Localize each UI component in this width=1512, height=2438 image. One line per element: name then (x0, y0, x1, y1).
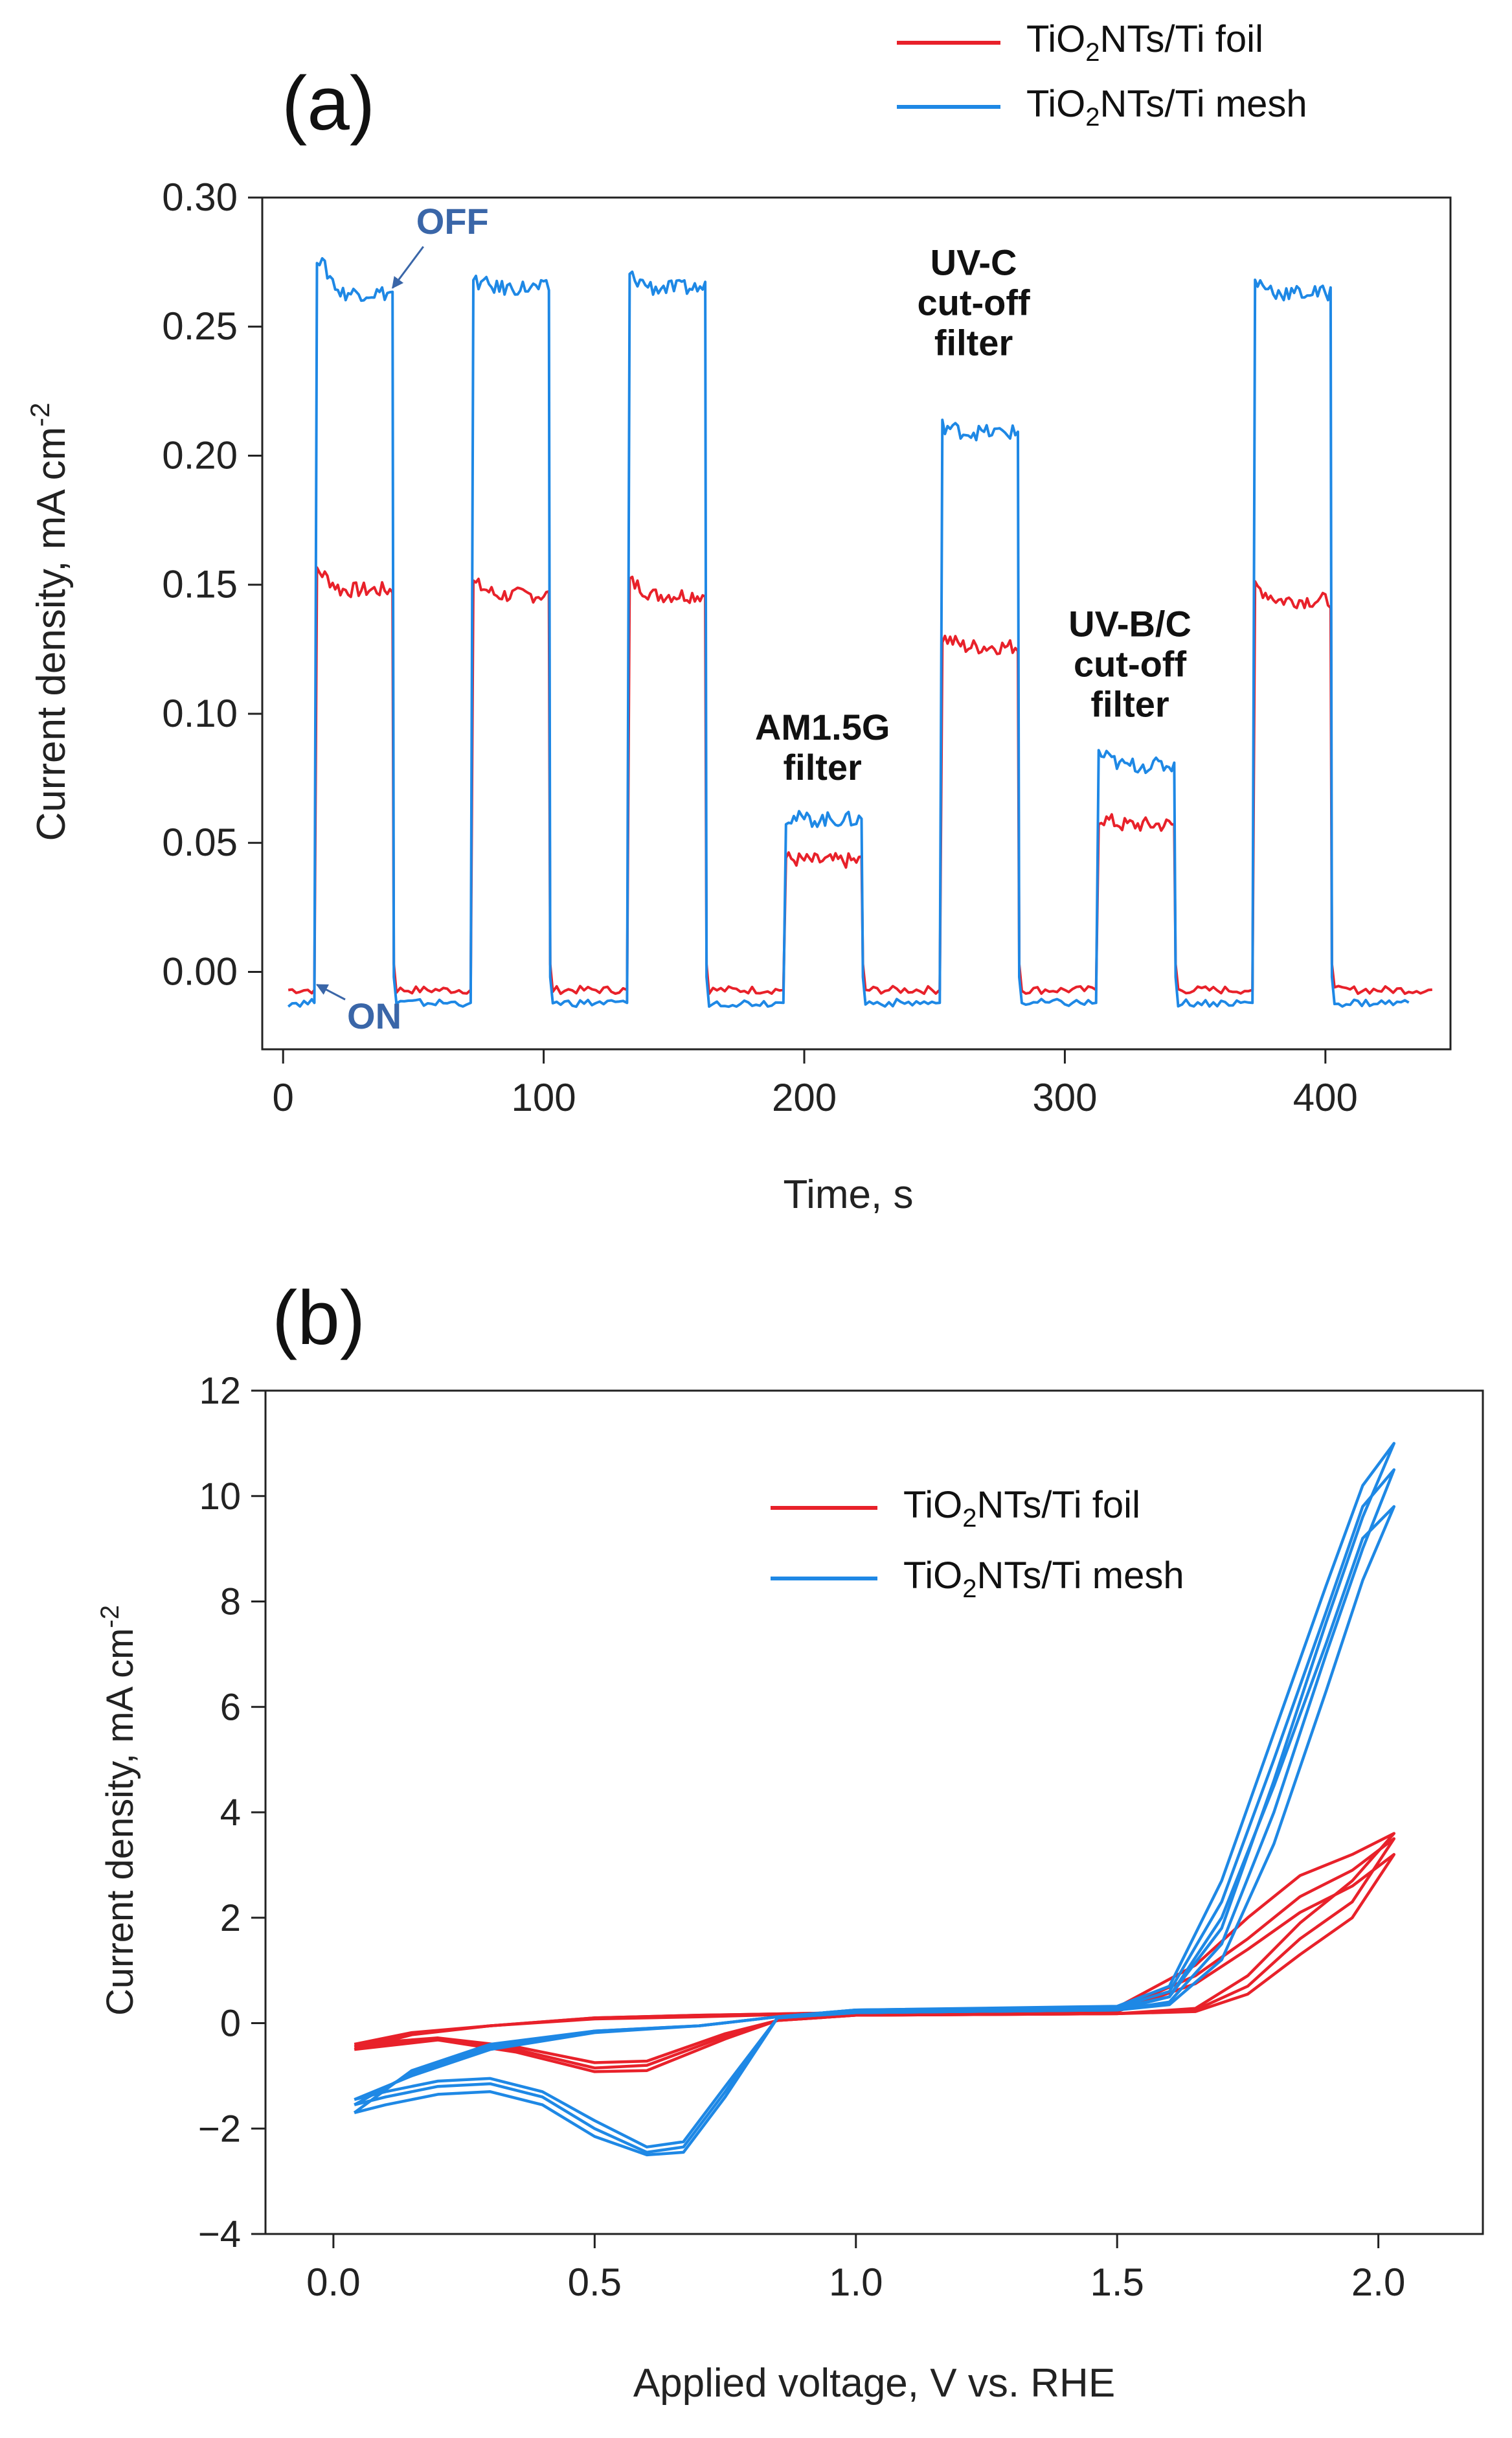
panel-b-x-tick-label: 0.0 (306, 2261, 360, 2304)
legend-b-label-foil: TiO2NTs/Ti foil (903, 1484, 1140, 1532)
panel-a-axes: 0 100 200 300 400 0.00 0.05 0.10 0.15 0.20 0.25 0.3… (162, 176, 1358, 1119)
legend-a-label-mesh: TiO2NTs/Ti mesh (1026, 83, 1307, 131)
annotation-uvc-text: filter (934, 323, 1013, 363)
panel-b-y-tick-label: −4 (198, 2213, 241, 2255)
legend-a-label-foil: TiO2NTs/Ti foil (1026, 18, 1263, 67)
annotation-off-text: OFF (416, 201, 489, 242)
panel-b-x-tick-label: 1.5 (1090, 2261, 1144, 2304)
panel-a-x-tick-label: 0 (273, 1076, 294, 1119)
panel-a-y-tick-label: 0.05 (162, 821, 238, 864)
annotation-am15g-text: filter (784, 747, 862, 788)
panel-b-y-tick-label: 8 (220, 1581, 241, 1623)
annotation-am15g-text: AM1.5G (755, 707, 890, 747)
annotation-uvc-text: UV-C (931, 242, 1017, 283)
annotation-off-arrow (392, 245, 424, 289)
panel-a-x-tick-label: 200 (772, 1076, 837, 1119)
annotation-uvbc-text: cut-off (1074, 643, 1187, 684)
annotation-on-arrow (315, 984, 346, 1001)
panel-b-y-tick-label: 4 (220, 1792, 241, 1834)
panel-a-series-line-foil (288, 566, 1432, 996)
panel-a-plot-frame (261, 196, 1452, 1051)
panel-b-series (353, 1442, 1396, 2157)
panel-a-label: (a) (282, 61, 375, 146)
panel-a-y-tick-label: 0.15 (162, 563, 238, 606)
panel-b-x-tick-label: 2.0 (1351, 2261, 1405, 2304)
panel-b-y-tick-label: 0 (220, 2003, 241, 2045)
panel-b-axes: 0.0 0.5 1.0 1.5 2.0 −4 −2 0 2 4 6 8 10 12 (198, 1370, 1405, 2304)
legend-b-label-mesh: TiO2NTs/Ti mesh (903, 1555, 1184, 1603)
panel-a-series (287, 256, 1432, 1008)
panel-a-x-tick-label: 400 (1293, 1076, 1358, 1119)
panel-b-y-tick-label: 12 (199, 1370, 241, 1412)
panel-b-cycle-mesh-3 (353, 1442, 1396, 2157)
panel-b-label: (b) (272, 1275, 365, 1361)
panel-b-legend: TiO2NTs/Ti foil TiO2NTs/Ti mesh (771, 1484, 1184, 1603)
panel-b-x-tick-label: 1.0 (829, 2261, 883, 2304)
panel-a-y-tick-label: 0.00 (162, 950, 238, 993)
panel-a-x-axis-label: Time, s (784, 1172, 914, 1217)
panel-a-legend: TiO2NTs/Ti foil TiO2NTs/Ti mesh (897, 18, 1307, 131)
panel-a-y-tick-label: 0.30 (162, 176, 238, 219)
panel-a-y-tick-label: 0.10 (162, 692, 238, 735)
panel-b-y-tick-label: 2 (220, 1897, 241, 1939)
panel-b-x-tick-label: 0.5 (568, 2261, 622, 2304)
panel-b-y-axis-label: Current density, mA cm-2 (96, 1605, 141, 2016)
panel-a-series-line-mesh (287, 256, 1410, 1008)
annotation-uvbc-text: filter (1090, 683, 1169, 724)
panel-b-cycle-foil-2 (354, 1852, 1396, 2064)
panel-a-y-axis-label: Current density, mA cm-2 (25, 402, 74, 841)
panel-a-y-tick-label: 0.20 (162, 433, 238, 477)
panel-b-y-tick-label: 6 (220, 1686, 241, 1728)
panel-b-x-axis-label: Applied voltage, V vs. RHE (633, 2361, 1115, 2406)
panel-b-cycle-foil-3 (354, 1832, 1396, 2073)
panel-b-y-tick-label: 10 (199, 1475, 241, 1518)
panel-b-y-tick-label: −2 (198, 2108, 241, 2150)
annotation-on-text: ON (347, 996, 401, 1036)
panel-a-x-tick-label: 100 (512, 1076, 576, 1119)
panel-a: (a) TiO2NTs/Ti foil TiO2NTs/Ti mesh 0 100… (25, 18, 1452, 1217)
panel-a-y-tick-label: 0.25 (162, 304, 238, 348)
panel-a-annotations: OFFONAM1.5GfilterUV-Ccut-offfilterUV-B/C… (315, 201, 1191, 1036)
annotation-uvc-text: cut-off (918, 282, 1031, 323)
panel-a-x-tick-label: 300 (1032, 1076, 1097, 1119)
annotation-uvbc-text: UV-B/C (1068, 603, 1191, 644)
panel-b: (b) 0.0 0.5 1.0 1.5 2.0 −4 −2 0 2 4 6 8 10 12 TiO2NTs… (96, 1275, 1484, 2406)
